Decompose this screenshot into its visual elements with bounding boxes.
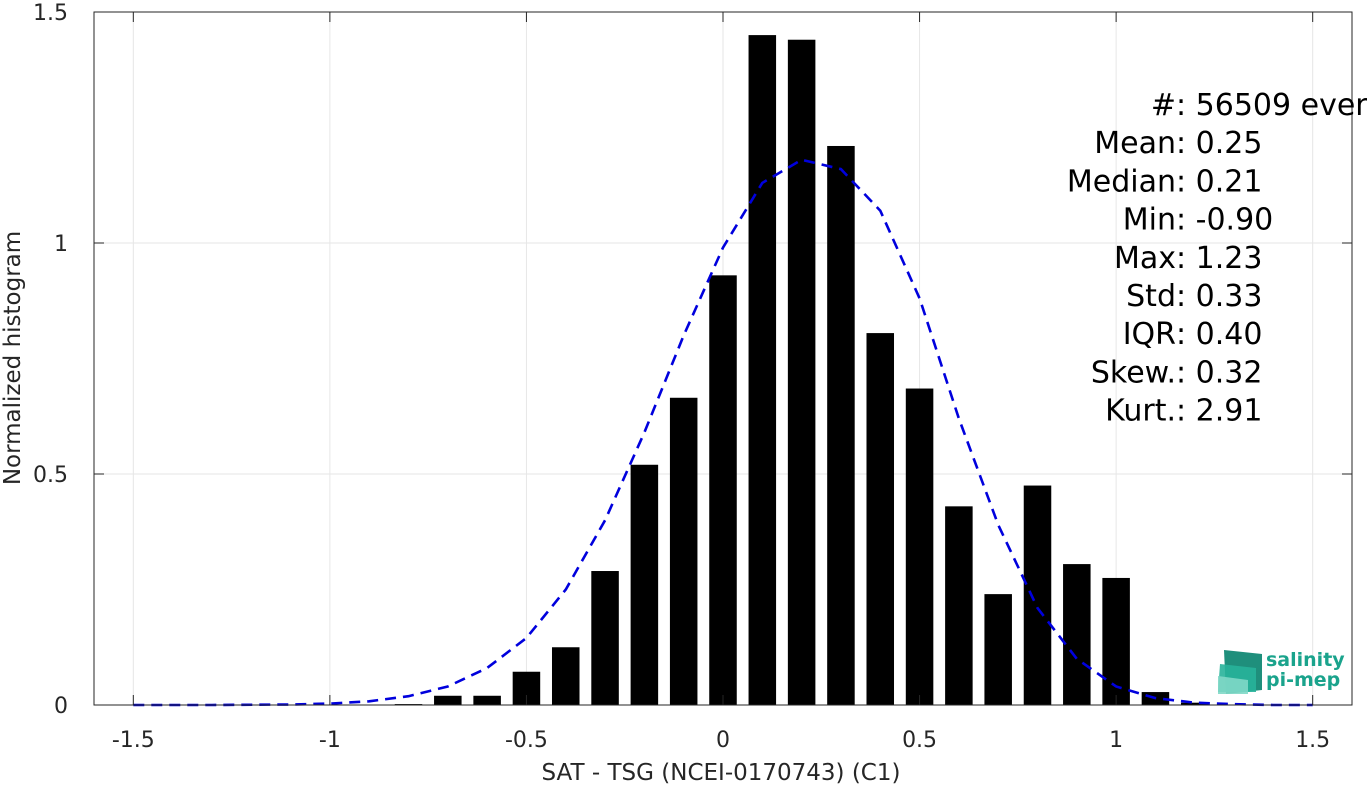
histogram-bar: [905, 388, 934, 705]
stats-value: : -0.90: [1176, 203, 1273, 238]
bars: [394, 35, 1209, 706]
stats-label: Std: [1126, 279, 1176, 314]
logo-mark-icon: [1218, 650, 1262, 694]
histogram-bar: [945, 506, 973, 705]
x-tick-label: 0: [716, 728, 730, 753]
stats-label: IQR: [1123, 317, 1176, 352]
stats-label: #: [1151, 88, 1176, 123]
histogram-bar: [866, 333, 895, 705]
stats-label: Skew.: [1091, 355, 1176, 390]
y-axis-ticks: 0 0.5 1 1.5: [33, 1, 1352, 719]
histogram-bar: [1063, 564, 1091, 705]
histogram-bar: [1102, 577, 1130, 705]
histogram-bar: [473, 695, 501, 705]
y-tick-label: 1.5: [33, 1, 68, 26]
histogram-bar: [1023, 485, 1052, 705]
histogram-bar: [630, 464, 659, 705]
histogram-bar: [827, 145, 855, 706]
x-axis-title: SAT - TSG (NCEI-0170743) (C1): [542, 760, 901, 785]
stats-value: : 0.21: [1176, 164, 1262, 199]
histogram-bar: [669, 397, 698, 705]
logo-text-line1: salinity: [1266, 649, 1345, 671]
stats-value: : 2.91: [1176, 394, 1262, 429]
stats-value: : 0.33: [1176, 279, 1262, 314]
stats-value: : 0.25: [1176, 126, 1262, 161]
histogram-bar: [709, 275, 737, 705]
histogram-bar: [1180, 702, 1209, 705]
stats-value: : 0.32: [1176, 355, 1262, 390]
stats-label: Kurt.: [1105, 394, 1176, 429]
x-tick-label: -1.5: [112, 728, 155, 753]
stats-label: Mean: [1094, 126, 1176, 161]
gaussian-fit-line: [133, 158, 1313, 707]
x-tick-label: 1.5: [1295, 728, 1330, 753]
stats-label: Min: [1123, 203, 1176, 238]
histogram-bar: [434, 695, 462, 705]
x-axis-ticks: -1.5 -1 -0.5 0 0.5 1 1.5: [112, 12, 1330, 753]
stats-label: Max: [1114, 241, 1176, 276]
x-tick-label: -0.5: [505, 728, 548, 753]
histogram-bar: [551, 647, 580, 705]
x-tick-label: -1: [319, 728, 341, 753]
histogram-bar: [787, 39, 816, 706]
stats-value: : 0.40: [1176, 317, 1262, 352]
logo-text-line2: pi-mep: [1266, 669, 1340, 691]
histogram-bar: [748, 35, 777, 706]
y-axis-title: Normalized histogram: [0, 231, 26, 485]
histogram-bar: [591, 571, 619, 705]
stats-value: : 56509 events: [1176, 88, 1367, 123]
x-tick-label: 0.5: [902, 728, 937, 753]
histogram-bar: [984, 594, 1012, 705]
y-tick-label: 0: [54, 694, 68, 719]
stats-label: Median: [1067, 164, 1176, 199]
x-tick-label: 1: [1109, 728, 1123, 753]
salinity-pi-mep-logo: salinity pi-mep: [1218, 649, 1345, 694]
y-tick-label: 1: [54, 232, 68, 257]
y-tick-label: 0.5: [33, 463, 68, 488]
stats-value: : 1.23: [1176, 241, 1262, 276]
